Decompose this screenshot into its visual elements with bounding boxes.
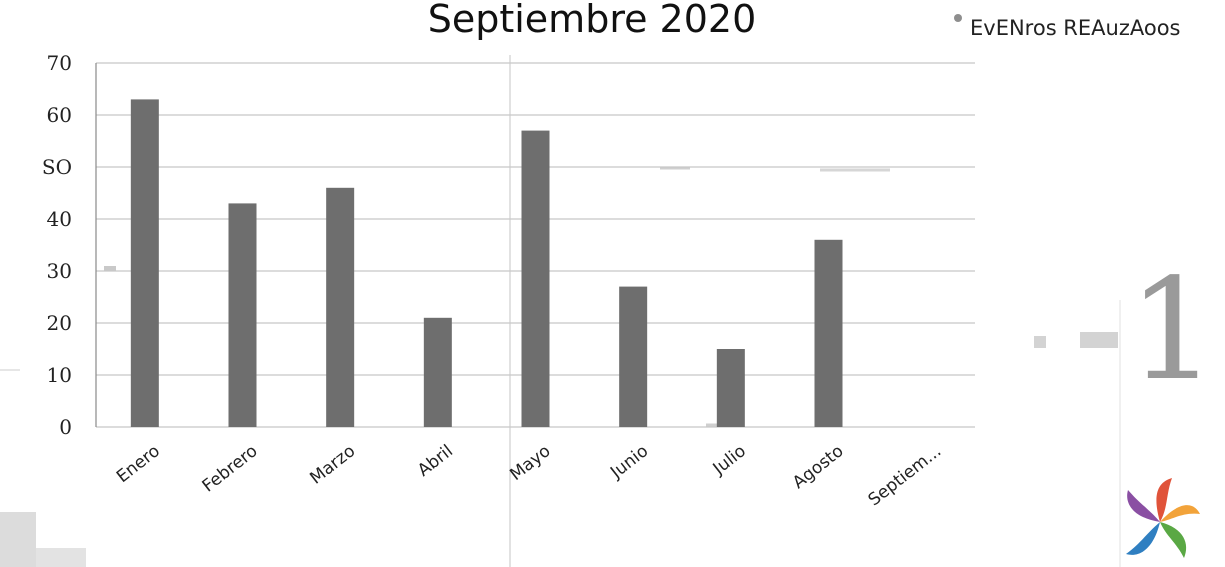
y-tick-label: 0 [59,415,72,439]
x-tick-label: Julio [709,441,750,479]
bars [130,99,843,428]
bar-abril [423,317,452,427]
bar-agosto [814,239,843,427]
bar-enero [130,99,159,428]
bar-febrero [228,203,257,427]
x-tick-label: Junio [606,441,652,483]
flower-logo-icon [1126,478,1200,558]
y-tick-label: 60 [47,103,72,127]
x-tick-label: Marzo [306,441,359,488]
legend: EvENros REAuzAoos [954,14,1181,40]
svg-text:1: 1 [1128,249,1217,412]
y-tick-label: 40 [47,207,72,231]
x-tick-label: Agosto [789,441,848,493]
scan-artifacts: 1 [0,55,1217,567]
x-tick-label: Abril [414,441,457,481]
y-tick-label: 70 [47,51,72,75]
y-axis-ticks: 0 10 20 30 40 SO 60 70 [42,51,72,439]
x-tick-label: Septiem... [865,441,946,510]
x-tick-label: Mayo [506,441,554,485]
y-tick-label: SO [42,155,72,179]
legend-marker [954,14,962,22]
bar-junio [619,286,648,427]
x-axis-ticks: Enero Febrero Marzo Abril Mayo Junio Julio Agos… [113,441,945,510]
x-tick-label: Enero [113,441,164,487]
bar-marzo [326,187,355,427]
bar-julio [716,349,745,427]
legend-label: EvENros REAuzAoos [970,16,1181,40]
y-tick-label: 10 [47,363,72,387]
x-tick-label: Febrero [199,441,262,496]
y-tick-label: 30 [47,259,72,283]
chart-title: Septiembre 2020 [428,0,757,41]
y-tick-label: 20 [47,311,72,335]
bar-mayo [521,130,550,427]
